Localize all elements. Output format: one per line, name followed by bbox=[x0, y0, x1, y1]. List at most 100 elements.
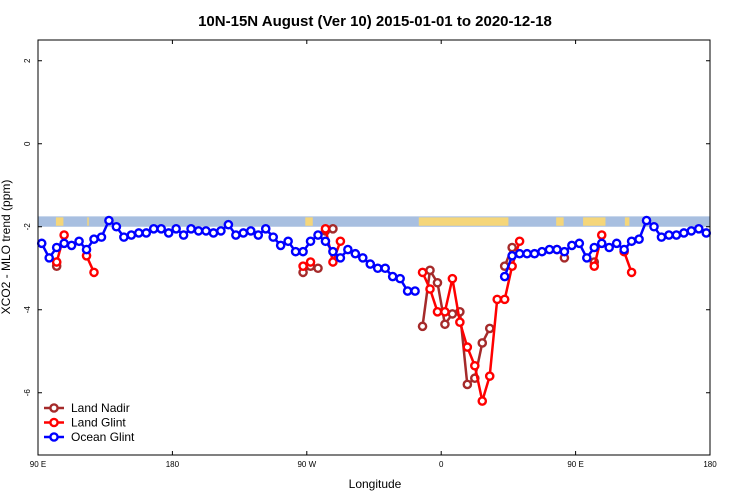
data-point bbox=[589, 242, 600, 253]
data-point bbox=[529, 248, 540, 259]
data-point bbox=[372, 263, 383, 274]
land-segment bbox=[305, 217, 313, 226]
land-segment bbox=[87, 217, 89, 226]
data-point bbox=[328, 257, 338, 267]
data-point bbox=[59, 238, 69, 249]
data-point bbox=[514, 236, 525, 247]
data-point bbox=[499, 294, 510, 305]
data-point bbox=[574, 238, 585, 249]
data-point bbox=[238, 228, 249, 238]
x-tick-label: 90 E bbox=[30, 460, 46, 469]
data-point bbox=[425, 284, 435, 294]
data-point bbox=[596, 238, 607, 249]
data-point bbox=[133, 228, 144, 238]
data-point bbox=[440, 307, 450, 317]
data-point bbox=[514, 248, 525, 259]
data-point bbox=[522, 248, 532, 259]
data-point bbox=[298, 246, 308, 257]
data-point bbox=[469, 360, 480, 371]
data-point bbox=[119, 232, 129, 242]
data-point bbox=[537, 246, 547, 257]
data-point bbox=[462, 379, 473, 390]
data-point bbox=[66, 240, 77, 251]
data-point bbox=[313, 230, 323, 240]
data-point bbox=[104, 215, 114, 226]
data-point bbox=[350, 248, 361, 259]
data-point bbox=[484, 371, 495, 381]
data-point bbox=[507, 250, 517, 261]
data-point bbox=[447, 309, 458, 319]
series-layer bbox=[36, 215, 712, 406]
data-point bbox=[686, 226, 697, 236]
data-point bbox=[201, 226, 211, 236]
data-point bbox=[432, 307, 443, 317]
y-tick-label: -6 bbox=[23, 389, 32, 397]
chart-title: 10N-15N August (Ver 10) 2015-01-01 to 20… bbox=[198, 13, 552, 30]
data-point bbox=[111, 221, 122, 232]
legend-label: Ocean Glint bbox=[71, 430, 135, 444]
data-point bbox=[626, 236, 637, 247]
y-tick-label: -4 bbox=[23, 306, 32, 314]
data-point bbox=[634, 234, 644, 244]
data-point bbox=[679, 228, 689, 238]
y-axis: 2 0 -2 -4 -6 bbox=[23, 58, 710, 396]
legend-label: Land Glint bbox=[71, 416, 126, 430]
land-segment bbox=[418, 217, 509, 226]
data-point bbox=[268, 232, 279, 242]
x-tick-label: 90 W bbox=[297, 460, 316, 469]
data-point bbox=[380, 263, 391, 274]
data-point bbox=[649, 221, 659, 232]
data-point bbox=[305, 236, 316, 247]
legend-label: Land Nadir bbox=[71, 401, 130, 415]
x-axis-label: Longitude bbox=[349, 477, 402, 491]
data-point bbox=[671, 230, 682, 240]
data-point bbox=[567, 240, 577, 251]
data-point bbox=[89, 234, 99, 244]
data-point bbox=[275, 240, 286, 251]
data-point bbox=[96, 232, 107, 242]
legend-item-land-glint: Land Glint bbox=[44, 416, 126, 430]
x-tick-label: 180 bbox=[166, 460, 180, 469]
land-segment bbox=[624, 217, 630, 226]
data-point bbox=[417, 321, 428, 332]
data-point bbox=[156, 224, 166, 234]
legend-marker bbox=[49, 403, 59, 413]
data-point bbox=[552, 244, 562, 255]
data-point bbox=[357, 253, 368, 263]
land-mask-strip bbox=[38, 216, 710, 227]
data-point bbox=[59, 230, 69, 240]
data-point bbox=[432, 277, 443, 288]
data-point bbox=[260, 224, 271, 234]
data-point bbox=[51, 242, 62, 253]
data-point bbox=[51, 257, 62, 267]
data-point bbox=[701, 228, 712, 238]
data-point bbox=[141, 228, 152, 238]
data-point bbox=[619, 244, 629, 255]
data-point bbox=[171, 224, 181, 234]
data-point bbox=[343, 244, 353, 255]
data-point bbox=[81, 244, 92, 255]
data-point bbox=[44, 253, 55, 263]
ocean-strip bbox=[38, 216, 710, 227]
data-point bbox=[186, 224, 196, 234]
y-tick-label: 2 bbox=[23, 58, 32, 63]
data-point bbox=[410, 286, 420, 296]
data-point bbox=[231, 230, 241, 240]
data-point bbox=[559, 246, 570, 257]
y-tick-label: -2 bbox=[23, 223, 32, 231]
data-point bbox=[611, 238, 622, 249]
data-point bbox=[499, 271, 510, 282]
legend-item-ocean-glint: Ocean Glint bbox=[44, 430, 135, 444]
data-point bbox=[477, 338, 488, 348]
y-tick-label: 0 bbox=[23, 141, 32, 146]
x-tick-label: 90 E bbox=[567, 460, 583, 469]
data-point bbox=[223, 219, 234, 230]
data-point bbox=[193, 226, 204, 236]
legend-marker bbox=[49, 417, 59, 428]
data-point bbox=[148, 224, 159, 234]
data-point bbox=[589, 261, 600, 271]
data-point bbox=[417, 267, 428, 278]
data-point bbox=[477, 396, 488, 406]
data-point bbox=[596, 230, 607, 240]
